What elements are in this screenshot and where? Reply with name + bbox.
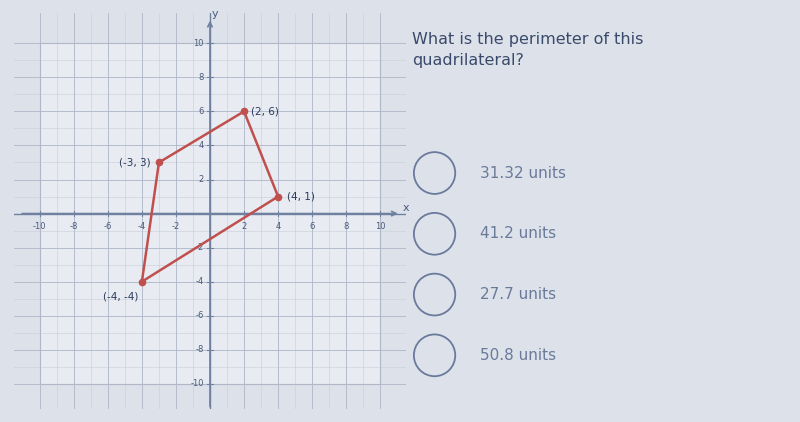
Text: What is the perimeter of this
quadrilateral?: What is the perimeter of this quadrilate…: [412, 32, 643, 68]
Text: 10: 10: [375, 222, 386, 231]
Text: 4: 4: [198, 141, 204, 150]
Text: 31.32 units: 31.32 units: [480, 165, 566, 181]
Text: y: y: [212, 9, 218, 19]
Text: -10: -10: [190, 379, 204, 388]
Text: 41.2 units: 41.2 units: [480, 226, 556, 241]
Text: 8: 8: [343, 222, 349, 231]
Text: 4: 4: [275, 222, 281, 231]
Text: -6: -6: [104, 222, 112, 231]
Text: 8: 8: [198, 73, 204, 82]
Text: x: x: [402, 203, 409, 214]
FancyBboxPatch shape: [40, 43, 380, 384]
Text: -10: -10: [33, 222, 46, 231]
Text: -8: -8: [70, 222, 78, 231]
Text: -2: -2: [172, 222, 180, 231]
Text: 2: 2: [242, 222, 246, 231]
Text: 10: 10: [194, 39, 204, 48]
Text: -8: -8: [196, 345, 204, 354]
Text: 2: 2: [198, 175, 204, 184]
Text: (4, 1): (4, 1): [286, 192, 314, 202]
Text: 6: 6: [310, 222, 315, 231]
Text: (2, 6): (2, 6): [251, 106, 278, 116]
Text: 27.7 units: 27.7 units: [480, 287, 556, 302]
Text: -6: -6: [196, 311, 204, 320]
Text: (-3, 3): (-3, 3): [118, 157, 150, 168]
Text: (-4, -4): (-4, -4): [103, 292, 138, 302]
Text: -4: -4: [196, 277, 204, 286]
Text: 50.8 units: 50.8 units: [480, 348, 556, 363]
Text: 6: 6: [198, 107, 204, 116]
Text: -2: -2: [196, 243, 204, 252]
Text: -4: -4: [138, 222, 146, 231]
